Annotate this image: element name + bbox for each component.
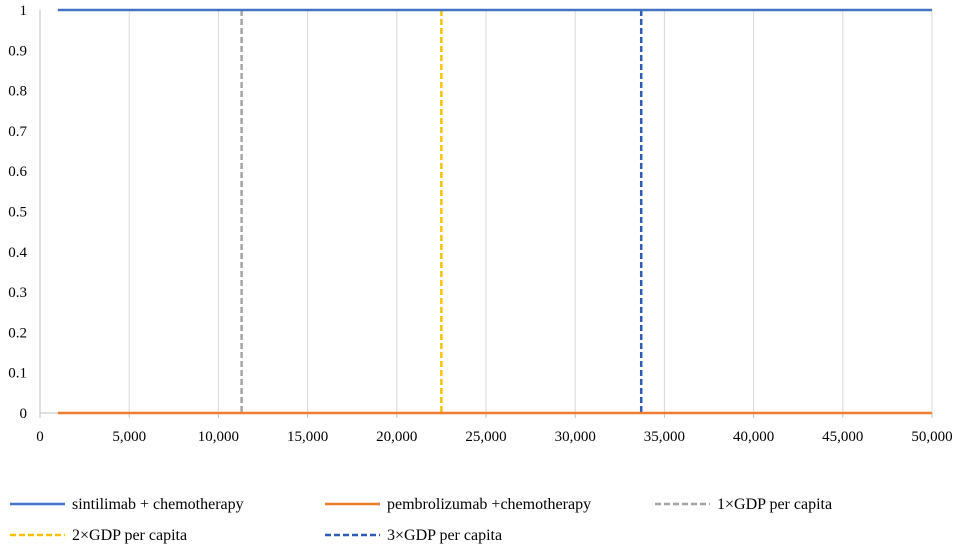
series-lines [57, 8, 932, 415]
y-tick-labels: 0 0.1 0.2 0.3 0.4 0.5 0.6 0.7 0.8 0.9 1 [8, 3, 27, 422]
y-tick-label: 0.8 [8, 84, 27, 100]
legend-label: 2×GDP per capita [72, 527, 187, 544]
y-tick-label: 0.7 [8, 124, 27, 140]
reference-lines [240, 10, 643, 413]
y-tick-label: 0.1 [8, 366, 27, 382]
legend: sintilimab + chemotherapy pembrolizumab +… [10, 496, 832, 544]
legend-item: 2×GDP per capita [10, 527, 187, 544]
y-tick-label: 0.5 [8, 205, 27, 221]
x-tick-label: 5,000 [112, 429, 146, 445]
x-tick-label: 20,000 [376, 429, 417, 445]
x-tick-label: 15,000 [287, 429, 328, 445]
legend-label: pembrolizumab +chemotherapy [387, 496, 591, 513]
y-tick-label: 0.3 [8, 285, 27, 301]
legend-item: sintilimab + chemotherapy [10, 496, 244, 513]
x-tick-label: 50,000 [911, 429, 952, 445]
x-tick-labels: 0 5,000 10,000 15,000 20,000 25,000 30,000 35,0… [36, 429, 952, 445]
x-tick-label: 30,000 [555, 429, 596, 445]
legend-label: sintilimab + chemotherapy [72, 496, 244, 513]
legend-item: pembrolizumab +chemotherapy [325, 496, 591, 513]
x-tick-label: 40,000 [733, 429, 774, 445]
grid [128, 10, 933, 413]
x-tick-label: 35,000 [644, 429, 685, 445]
x-tick-label: 0 [36, 429, 44, 445]
x-tick-label: 45,000 [822, 429, 863, 445]
y-tick-label: 0.6 [8, 164, 27, 180]
legend-item: 1×GDP per capita [655, 496, 832, 513]
y-tick-label: 1 [20, 3, 28, 19]
y-tick-label: 0 [20, 406, 28, 422]
y-tick-label: 0.4 [8, 245, 27, 261]
x-tick-label: 10,000 [198, 429, 239, 445]
y-tick-label: 0.9 [8, 43, 27, 59]
legend-item: 3×GDP per capita [325, 527, 502, 544]
legend-label: 3×GDP per capita [387, 527, 502, 544]
legend-label: 1×GDP per capita [717, 496, 832, 513]
x-tick-label: 25,000 [465, 429, 506, 445]
y-tick-label: 0.2 [8, 325, 27, 341]
